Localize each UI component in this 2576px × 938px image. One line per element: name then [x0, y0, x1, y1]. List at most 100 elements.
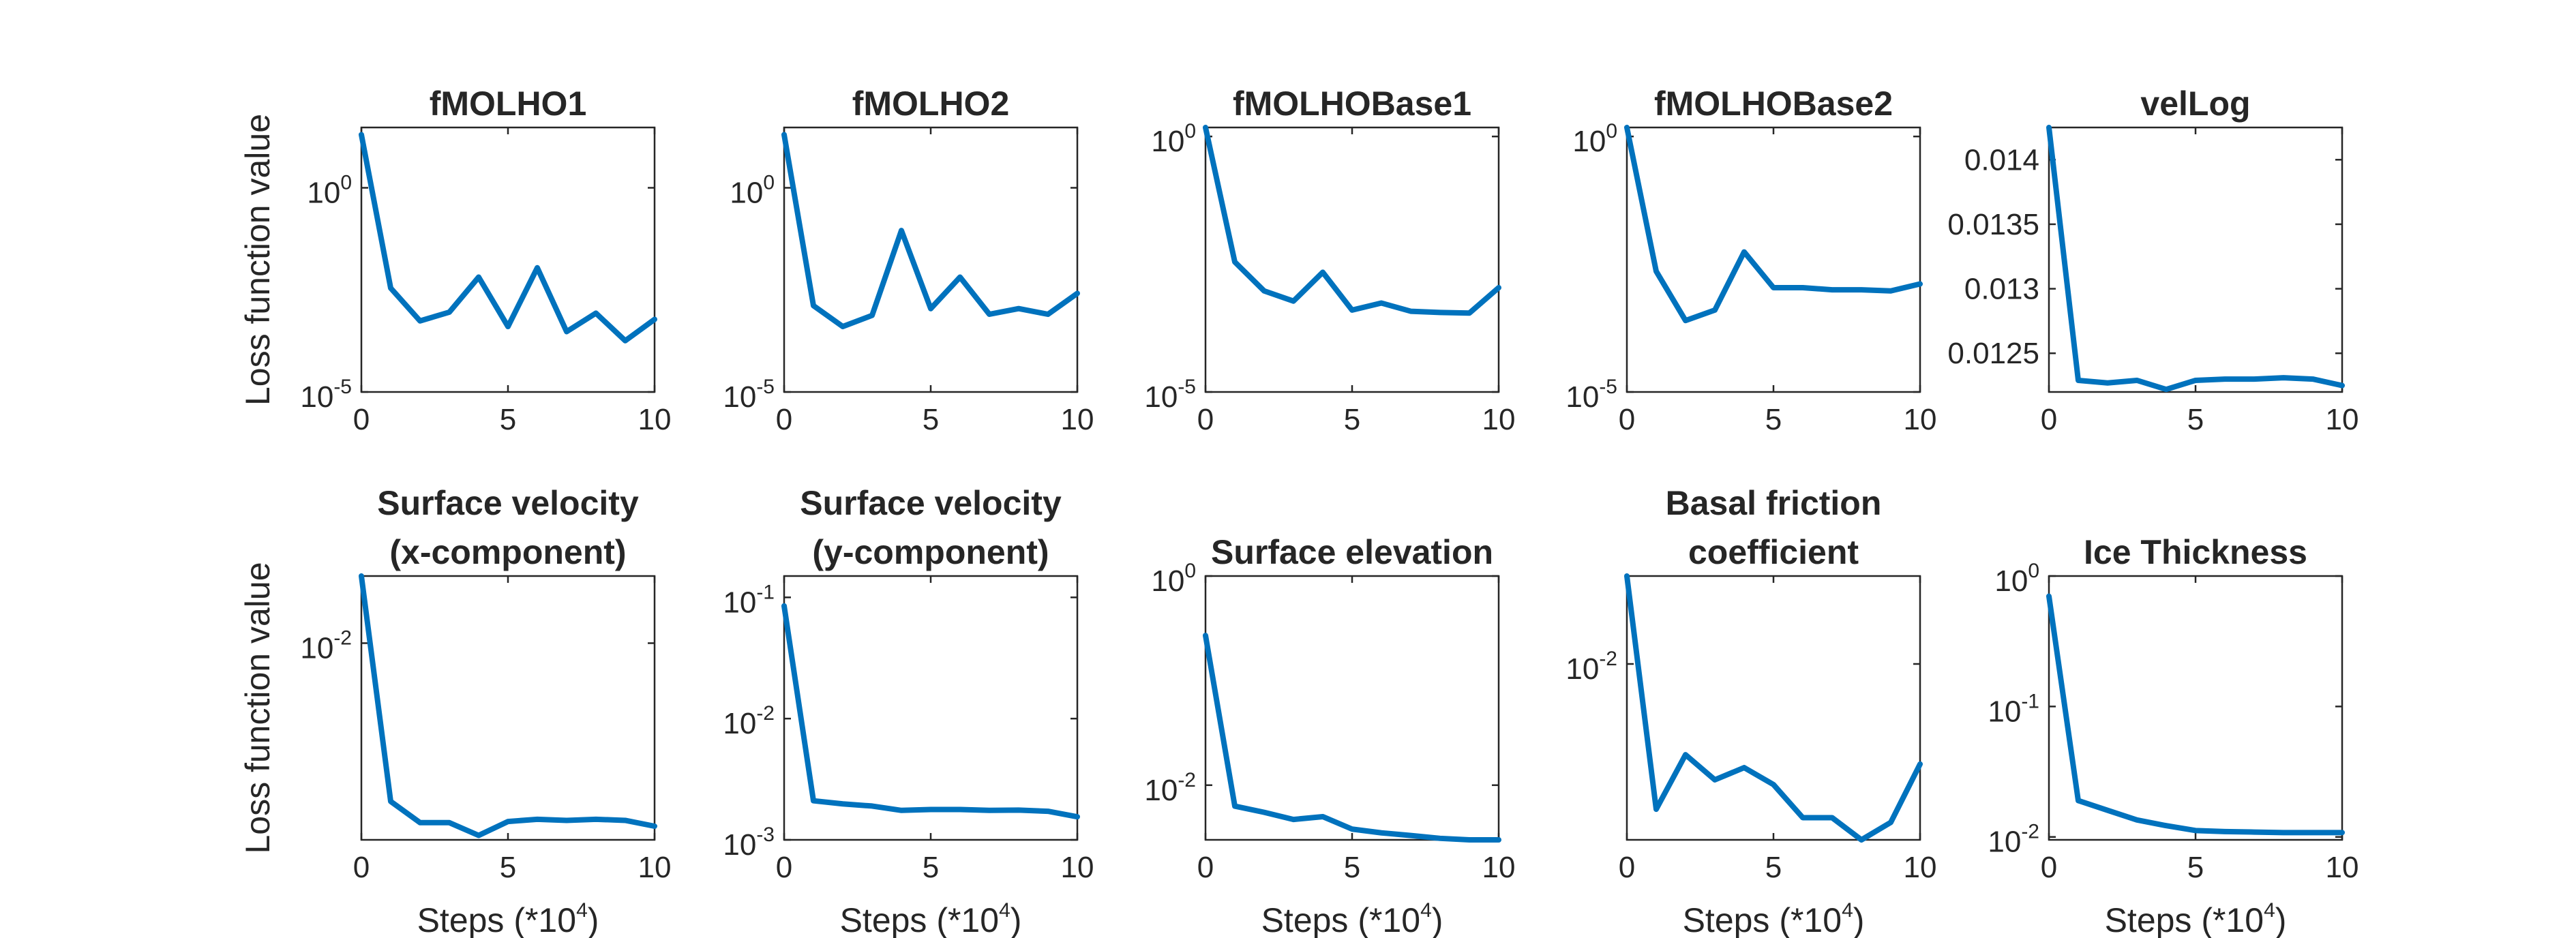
y-tick-base: 10: [1144, 380, 1178, 414]
data-point: [1016, 306, 1021, 312]
y-tick-base: 10: [730, 176, 763, 209]
y-tick-label: 10-5: [1566, 376, 1617, 414]
y-tick-base: 10: [723, 707, 756, 740]
subplot-title: fMOLHO1: [430, 85, 587, 123]
y-tick-exponent: -5: [1599, 376, 1617, 398]
series-line: [781, 132, 1080, 330]
subplot-title: fMOLHOBase2: [1654, 85, 1893, 123]
y-tick-label: 0.014: [1964, 143, 2039, 177]
data-point: [417, 318, 423, 324]
x-axis-label: Steps (*104): [1683, 899, 1865, 938]
series-line: [2046, 593, 2345, 836]
data-point: [899, 228, 904, 233]
data-point: [1917, 761, 1923, 767]
data-point: [1203, 125, 1208, 130]
y-tick-label: 10-1: [1988, 690, 2039, 728]
data-point: [1800, 815, 1806, 821]
x-tick-label: 5: [1344, 851, 1360, 884]
y-tick-exponent: 0: [1606, 120, 1617, 142]
x-axis-label-text: Steps (*10: [417, 901, 576, 938]
data-point: [2251, 376, 2257, 382]
y-tick-base: 10: [723, 586, 756, 619]
x-axis-label-end: ): [1853, 901, 1865, 938]
data-point: [2222, 376, 2228, 382]
y-tick-base: 10: [1144, 774, 1178, 807]
data-point: [2310, 376, 2316, 382]
data-point: [2281, 375, 2286, 380]
y-tick-base: 10: [1988, 826, 2021, 859]
data-point: [781, 132, 787, 138]
x-tick-label: 5: [923, 403, 939, 436]
subplot-title: (x-component): [389, 533, 626, 571]
data-point: [623, 338, 628, 344]
data-point: [1712, 307, 1718, 313]
x-tick-label: 5: [2187, 403, 2204, 436]
y-tick-label: 100: [1151, 560, 1196, 598]
data-point: [476, 833, 481, 838]
x-tick-label: 5: [500, 403, 516, 436]
axes-frame: [360, 126, 656, 393]
data-point: [869, 803, 875, 808]
y-tick-exponent: -1: [2021, 690, 2039, 712]
data-point: [1203, 633, 1208, 638]
y-tick-label: 10-2: [723, 702, 775, 740]
data-point: [1016, 807, 1021, 813]
data-point: [2046, 594, 2052, 599]
data-point: [388, 799, 393, 804]
data-point: [2076, 798, 2081, 803]
y-tick-exponent: -2: [756, 702, 775, 725]
axes-frame: [360, 575, 656, 841]
data-point: [1291, 299, 1296, 304]
data-point: [535, 817, 540, 822]
y-tick-label: 10-5: [723, 376, 775, 414]
y-tick-exponent: -2: [1599, 648, 1617, 670]
y-tick-base: 10: [1566, 652, 1599, 686]
data-point: [1408, 309, 1413, 314]
y-tick-exponent: -5: [756, 376, 775, 398]
data-point: [1261, 810, 1267, 815]
data-point: [652, 316, 657, 322]
y-tick-exponent: 0: [763, 171, 775, 194]
x-tick-label: 5: [923, 851, 939, 884]
x-tick-label: 10: [638, 403, 672, 436]
data-point: [1075, 290, 1080, 296]
data-point: [564, 329, 569, 335]
data-point: [1232, 259, 1238, 264]
x-tick-label: 0: [1619, 851, 1635, 884]
data-point: [1917, 282, 1923, 287]
data-point: [2193, 378, 2198, 383]
data-point: [2105, 380, 2110, 386]
data-point: [1741, 249, 1747, 255]
data-point: [1437, 836, 1443, 841]
y-tick-exponent: -2: [1178, 769, 1196, 791]
data-point: [2193, 828, 2198, 833]
data-point: [2339, 383, 2345, 389]
data-point: [2163, 387, 2169, 392]
y-tick-exponent: 0: [340, 171, 352, 194]
data-point: [1408, 833, 1413, 838]
data-point: [2310, 830, 2316, 835]
data-point: [1379, 830, 1384, 836]
data-point: [1888, 819, 1893, 825]
x-tick-label: 0: [1197, 851, 1214, 884]
y-tick-label: 10-5: [1144, 376, 1196, 414]
x-axis-label-exponent: 4: [999, 899, 1010, 922]
data-point: [781, 603, 787, 609]
axes-frame: [2048, 575, 2343, 841]
data-point: [505, 324, 511, 329]
data-point: [928, 806, 933, 812]
y-tick-base: 10: [1572, 125, 1606, 158]
data-point: [359, 573, 364, 579]
x-axis-label-end: ): [1010, 901, 1022, 938]
y-tick-label: 100: [307, 171, 352, 209]
data-point: [1683, 318, 1688, 323]
subplot-title: Surface velocity: [377, 484, 639, 522]
data-point: [1771, 285, 1776, 290]
subplot-title: coefficient: [1688, 533, 1859, 571]
y-tick-base: 10: [1151, 564, 1184, 598]
y-tick-base: 10: [300, 631, 333, 665]
